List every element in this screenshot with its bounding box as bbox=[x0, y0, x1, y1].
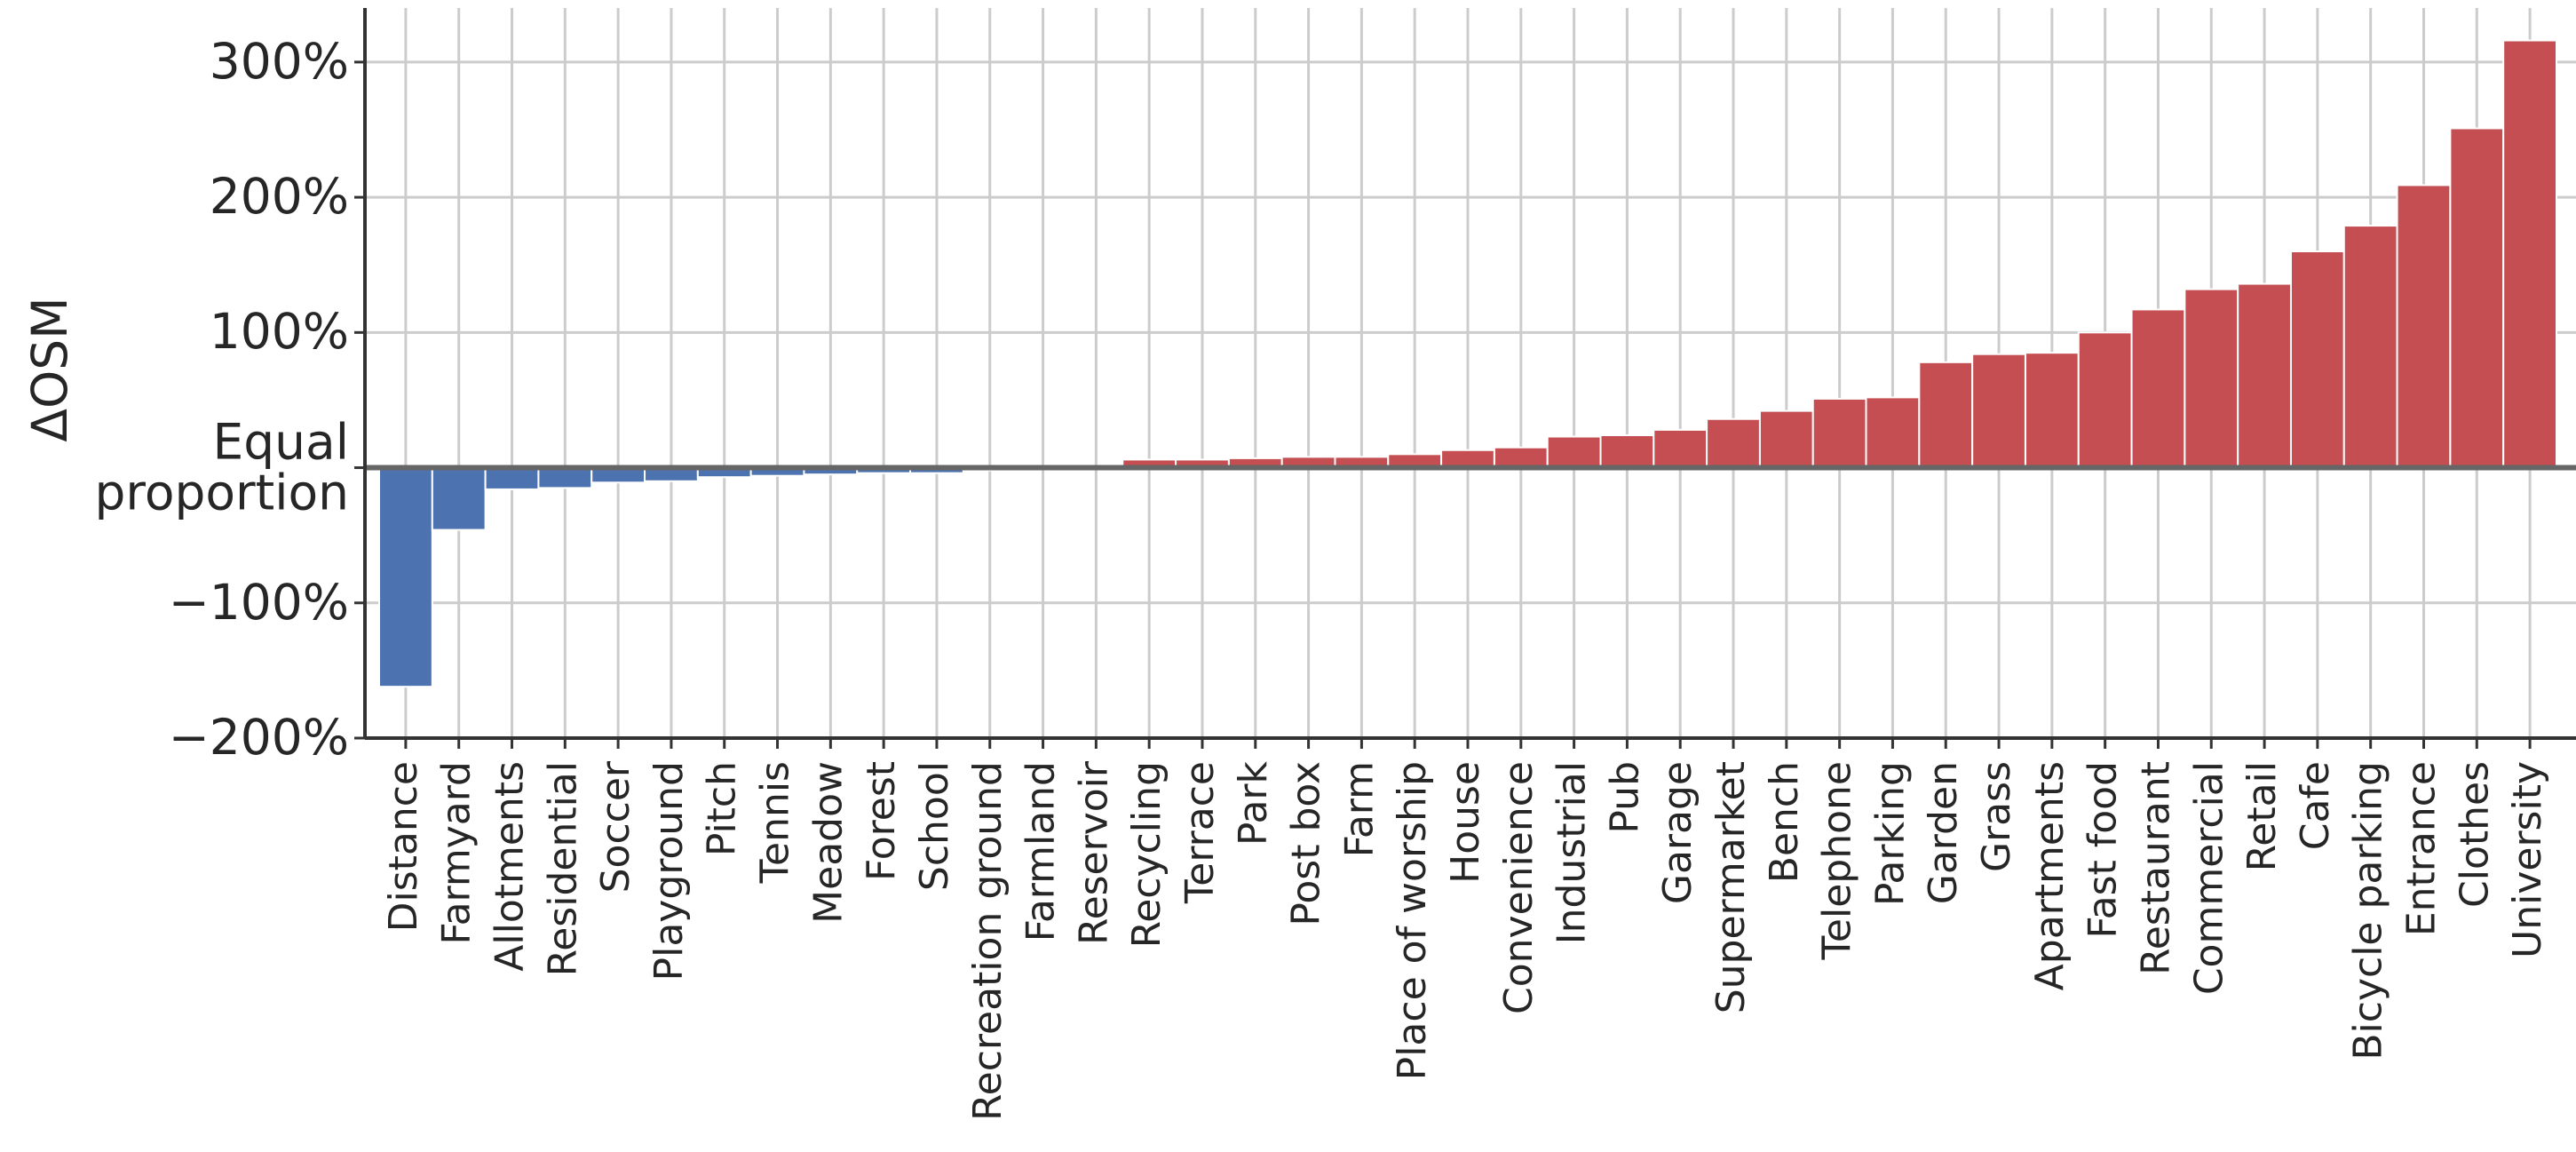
bar bbox=[2396, 184, 2452, 469]
x-tick-label: Farmyard bbox=[434, 761, 480, 945]
bar bbox=[1971, 353, 2026, 469]
y-tick-label: Equal proportion bbox=[94, 412, 350, 521]
x-tick-label: Meadow bbox=[805, 761, 851, 924]
bar bbox=[484, 466, 540, 490]
x-tick-label: Clothes bbox=[2452, 761, 2497, 908]
bar bbox=[1758, 409, 1814, 469]
bar bbox=[2342, 225, 2398, 469]
bar bbox=[1706, 417, 1761, 469]
bar bbox=[1653, 428, 1708, 469]
bar bbox=[537, 466, 593, 489]
x-tick-label: Restaurant bbox=[2133, 761, 2178, 975]
x-tick-label: Allotments bbox=[487, 761, 533, 972]
bar bbox=[2237, 282, 2292, 469]
x-tick-label: Recycling bbox=[1124, 761, 1169, 948]
bar bbox=[2502, 39, 2557, 469]
x-tick-label: Convenience bbox=[1496, 761, 1542, 1014]
bar bbox=[1865, 396, 1921, 469]
x-tick-label: Bench bbox=[1762, 761, 1807, 883]
bar bbox=[2449, 127, 2505, 469]
x-tick-label: Park bbox=[1231, 760, 1276, 846]
bar bbox=[1599, 434, 1655, 469]
x-tick-label: Forest bbox=[859, 761, 904, 881]
x-tick-label: Soccer bbox=[593, 760, 638, 893]
x-tick-label: Supermarket bbox=[1708, 761, 1754, 1013]
x-tick-label: Pub bbox=[1602, 761, 1647, 834]
y-tick-label: 300% bbox=[209, 33, 349, 90]
x-tick-label: Playground bbox=[646, 761, 692, 981]
x-tick-label: Industrial bbox=[1550, 761, 1595, 944]
bar bbox=[2130, 308, 2186, 469]
x-tick-label: Cafe bbox=[2293, 761, 2338, 850]
x-tick-label: University bbox=[2505, 761, 2550, 958]
x-tick-label: Apartments bbox=[2027, 761, 2073, 990]
bar bbox=[378, 466, 433, 688]
y-tick-label: −100% bbox=[168, 573, 349, 631]
bar bbox=[1546, 435, 1602, 469]
y-axis-label: ΔOSM bbox=[21, 297, 78, 441]
y-tick-label: −200% bbox=[168, 709, 349, 767]
x-tick-label: Fast food bbox=[2081, 761, 2126, 939]
bar bbox=[2024, 352, 2080, 469]
x-tick-label: Tennis bbox=[753, 761, 798, 884]
x-tick-label: School bbox=[912, 761, 957, 891]
x-tick-label: Reservoir bbox=[1071, 760, 1116, 945]
bar bbox=[2077, 331, 2133, 469]
bar bbox=[2289, 250, 2345, 469]
x-tick-label: Post box bbox=[1284, 761, 1329, 926]
x-tick-label: Recreation ground bbox=[965, 761, 1011, 1121]
x-tick-label: Terrace bbox=[1177, 761, 1223, 904]
x-tick-label: Place of worship bbox=[1390, 761, 1435, 1080]
x-tick-label: Parking bbox=[1867, 761, 1913, 906]
x-tick-label: Garage bbox=[1655, 761, 1700, 904]
x-tick-label: Pitch bbox=[700, 761, 745, 856]
x-tick-label: Distance bbox=[381, 761, 426, 932]
x-tick-label: Telephone bbox=[1815, 761, 1860, 960]
x-tick-label: Commercial bbox=[2186, 761, 2231, 995]
x-tick-label: Entrance bbox=[2398, 761, 2444, 936]
x-tick-label: Grass bbox=[1974, 761, 2019, 872]
y-tick-label: 100% bbox=[209, 303, 349, 361]
x-tick-label: Retail bbox=[2239, 761, 2285, 871]
bar bbox=[1811, 397, 1867, 469]
bar bbox=[431, 466, 487, 531]
bar bbox=[2184, 288, 2239, 469]
x-tick-label: Farmland bbox=[1019, 761, 1064, 941]
x-tick-label: Bicycle parking bbox=[2346, 761, 2391, 1061]
x-tick-label: House bbox=[1443, 761, 1488, 884]
x-tick-label: Farm bbox=[1336, 761, 1382, 857]
bar bbox=[1493, 446, 1549, 469]
x-tick-label: Garden bbox=[1921, 761, 1966, 904]
bar bbox=[1918, 361, 1974, 469]
y-tick-label: 200% bbox=[209, 168, 349, 226]
x-tick-label: Residential bbox=[540, 761, 585, 976]
